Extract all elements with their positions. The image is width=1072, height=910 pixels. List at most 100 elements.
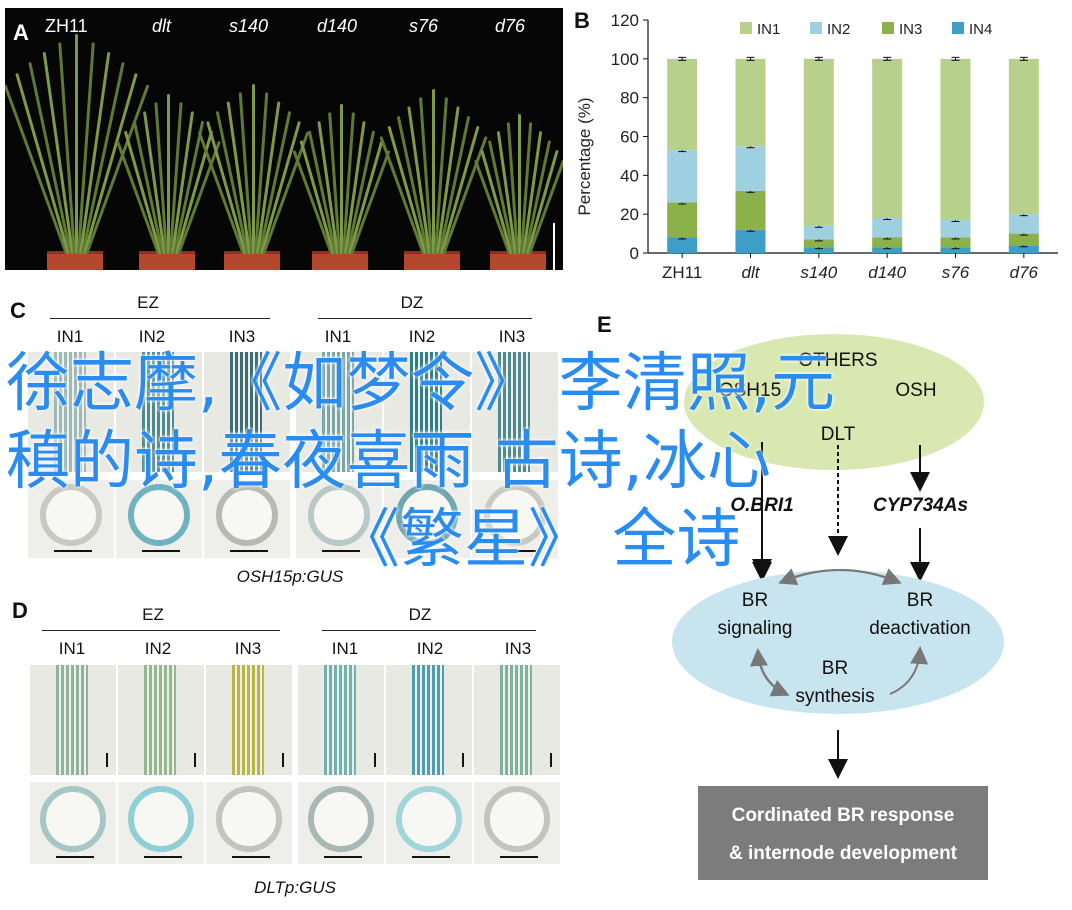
- legend-swatch-in1: [740, 22, 752, 34]
- panel-d-dz-label: DZ: [408, 605, 432, 624]
- legend-label-in2: IN2: [827, 21, 850, 38]
- scale-bar: [499, 856, 539, 858]
- panel-b-chart: B 0 20 40 60 80 100 120 Percentage (%) ZH11 dlt s1…: [560, 0, 1070, 300]
- plant-leaf: [252, 84, 255, 254]
- scale-bar: [462, 753, 464, 767]
- micrograph-cross-section: [296, 480, 382, 558]
- x-tick-label: s76: [942, 263, 970, 282]
- tissue-strip: [231, 665, 265, 775]
- panel-d-in1-ez: IN1: [58, 639, 86, 658]
- bar-segment-in4: [872, 247, 903, 253]
- tissue-strip: [497, 352, 531, 472]
- overlay-title-text: 徐志摩,《如梦令》 李清照,元 稹的诗,春夜喜雨 古诗,冰心 《繁星》 全诗: [6, 345, 1066, 579]
- bar-segment-in3: [872, 237, 903, 248]
- scale-bar: [53, 550, 93, 552]
- tissue-strip: [143, 665, 177, 775]
- y-axis-label: Percentage (%): [575, 97, 594, 215]
- panel-c-in1-dz: IN1: [324, 327, 352, 346]
- plant-leaf: [85, 84, 150, 255]
- node-osh15-left: OSH15: [718, 380, 782, 401]
- panel-c-in2-dz: IN2: [408, 327, 436, 346]
- legend-swatch-in3: [882, 22, 894, 34]
- micrograph-cross-section: [474, 782, 560, 864]
- panel-c-ez-rule: [50, 318, 270, 319]
- plant-label-s76: s76: [409, 16, 439, 36]
- plant-label-s140: s140: [229, 16, 269, 36]
- tissue-strip: [323, 665, 357, 775]
- stem-ring: [484, 786, 550, 852]
- overlay-line-3: 《繁星》 全诗: [336, 503, 741, 577]
- stacked-bar-chart: 0 20 40 60 80 100 120 Percentage (%) ZH11 dlt s140…: [575, 11, 1058, 282]
- stem-ring: [308, 484, 370, 546]
- scale-bar: [323, 856, 363, 858]
- bar-segment-in1: [803, 58, 834, 226]
- node-osh-right: OSH: [895, 380, 937, 401]
- micrograph-longitudinal: [472, 352, 558, 472]
- plant-leaf: [75, 34, 78, 254]
- cycle-arrow-top-back: [778, 568, 899, 585]
- stem-ring: [396, 786, 462, 852]
- bar-segment-in4: [1008, 245, 1039, 253]
- stem-ring: [308, 786, 374, 852]
- node-bri1: O.BRI1: [730, 495, 794, 516]
- panel-c-in3-ez: IN3: [228, 327, 256, 346]
- bar-segment-in3: [667, 202, 698, 238]
- scale-bar: [374, 753, 376, 767]
- micrograph-longitudinal: [206, 665, 292, 775]
- tissue-strip: [53, 352, 87, 472]
- plant-label-zh11: ZH11: [45, 16, 88, 36]
- panel-c-letter: C: [10, 298, 26, 323]
- panel-e-letter: E: [597, 312, 612, 337]
- legend-label-in3: IN3: [899, 21, 922, 38]
- y-tick-label: 0: [630, 244, 639, 263]
- tissue-strip: [409, 352, 443, 472]
- stem-ring: [396, 484, 458, 546]
- scale-bar: [143, 856, 183, 858]
- response-box-line1: Cordinated BR response: [731, 805, 955, 826]
- tissue-strip: [411, 665, 445, 775]
- bar-segment-in2: [667, 150, 698, 203]
- scale-bar: [409, 550, 449, 552]
- stem-ring: [128, 786, 194, 852]
- panel-a-letter: A: [13, 20, 29, 45]
- bar-segment-in1: [1008, 58, 1039, 215]
- scale-bar: [321, 550, 361, 552]
- panel-c-dz-label: DZ: [400, 293, 424, 312]
- micrograph-cross-section: [384, 480, 470, 558]
- y-tick-label: 40: [620, 166, 639, 185]
- bar-segment-in3: [803, 239, 834, 248]
- panel-c-caption: OSH15p:GUS: [236, 567, 344, 586]
- tissue-strip: [321, 352, 355, 472]
- x-tick-label: dlt: [742, 263, 761, 282]
- micrograph-cross-section: [30, 782, 116, 864]
- legend-label-in1: IN1: [757, 21, 780, 38]
- panel-d-in3-ez: IN3: [234, 639, 262, 658]
- x-tick-label: d76: [1010, 263, 1039, 282]
- stem-ring: [40, 786, 106, 852]
- bar-segment-in4: [940, 247, 971, 253]
- stem-ring: [216, 484, 278, 546]
- response-box-line2: & internode development: [728, 843, 958, 864]
- bar-segment-in1: [940, 58, 971, 220]
- node-br-signaling-line1: BR: [741, 590, 769, 611]
- scale-bar: [229, 550, 269, 552]
- plant-label-dlt: dlt: [152, 16, 172, 36]
- micrograph-cross-section: [204, 480, 290, 558]
- stem-ring: [216, 786, 282, 852]
- tissue-strip: [55, 665, 89, 775]
- micrograph-cross-section: [118, 782, 204, 864]
- plant-leaf: [518, 114, 521, 254]
- plant-leaf: [167, 94, 170, 254]
- cycle-arrow-left-back: [749, 648, 787, 695]
- y-tick-label: 20: [620, 205, 639, 224]
- panel-c-ez-label: EZ: [137, 293, 159, 312]
- bar-segment-in3: [735, 190, 766, 230]
- legend-label-in4: IN4: [969, 21, 992, 38]
- panel-d-in3-dz: IN3: [504, 639, 532, 658]
- y-tick-label: 80: [620, 89, 639, 108]
- micrograph-longitudinal: [116, 352, 202, 472]
- y-tick-label: 60: [620, 128, 639, 147]
- bar-segment-in4: [667, 237, 698, 253]
- panel-d-in2-ez: IN2: [144, 639, 172, 658]
- br-ellipse: [672, 570, 1004, 714]
